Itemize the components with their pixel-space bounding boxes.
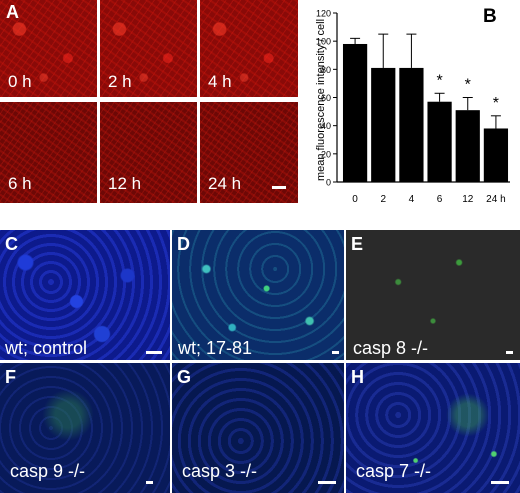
micrograph-4h [200,0,298,97]
y-tick-label: 100 [316,37,331,47]
y-axis-label: mean fluorescence intensity / cell [315,19,327,181]
bar-24h [483,128,509,182]
micrograph-6h [0,102,97,203]
x-tick-label: 4 [409,194,415,205]
micrograph-h [346,363,520,493]
scale-bar-f [146,481,153,484]
caption-f: casp 9 -/- [10,461,86,481]
micrograph-e [346,230,520,360]
y-tick-label: 40 [321,121,331,131]
panel-g-letter: G [177,367,192,387]
x-tick-label: 24 h [486,194,505,205]
bar-4 [399,67,424,182]
scale-bar-a [272,186,286,189]
significance-marker: * [465,77,471,94]
scale-bar-e [506,351,513,354]
micrograph-2h [100,0,197,97]
significance-marker: * [436,72,442,89]
x-tick-label: 12 [462,194,474,205]
caption-h: casp 7 -/- [356,461,432,481]
micrograph-f [0,363,170,493]
panel-a-letter: A [6,2,19,22]
scale-bar-g [318,481,336,484]
time-label-0h: 0 h [8,72,32,91]
time-label-4h: 4 h [208,72,232,91]
x-tick-label: 0 [352,194,358,205]
caption-c: wt; control [5,338,88,358]
significance-marker: * [493,95,499,112]
micrograph-12h [100,102,197,203]
scale-bar-h [491,481,509,484]
time-label-2h: 2 h [108,72,132,91]
x-tick-label: 2 [380,194,386,205]
chart-panel-letter: B [483,6,497,27]
y-tick-label: 80 [321,65,331,75]
micrograph-g [172,363,344,493]
panel-e-letter: E [351,234,364,254]
bar-6 [427,101,452,182]
caption-e: casp 8 -/- [353,338,429,358]
y-tick-label: 120 [316,9,331,19]
bar-12 [455,110,480,182]
time-label-12h: 12 h [108,174,142,193]
caption-g: casp 3 -/- [182,461,258,481]
time-label-6h: 6 h [8,174,32,193]
y-tick-label: 60 [321,93,331,103]
bar-chart-b: 0 20 40 60 80 100 120 0 2 4 * 6 * 12 * 24 h B mean flu… [315,6,510,205]
y-tick-label: 0 [326,178,331,188]
panel-h-letter: H [351,367,364,387]
micrograph-0h [0,0,97,97]
bar-2 [371,67,396,182]
x-tick-label: 6 [437,194,443,205]
caption-d: wt; 17-81 [178,338,253,358]
micrograph-d [172,230,344,360]
scale-bar-d [332,351,339,354]
scale-bar-c [146,351,162,354]
bar-0 [342,43,368,182]
panel-c-letter: C [5,234,18,254]
panel-f-letter: F [5,367,16,387]
micrograph-c [0,230,170,360]
panel-d-letter: D [177,234,190,254]
y-tick-label: 20 [321,149,331,159]
time-label-24h: 24 h [208,174,242,193]
